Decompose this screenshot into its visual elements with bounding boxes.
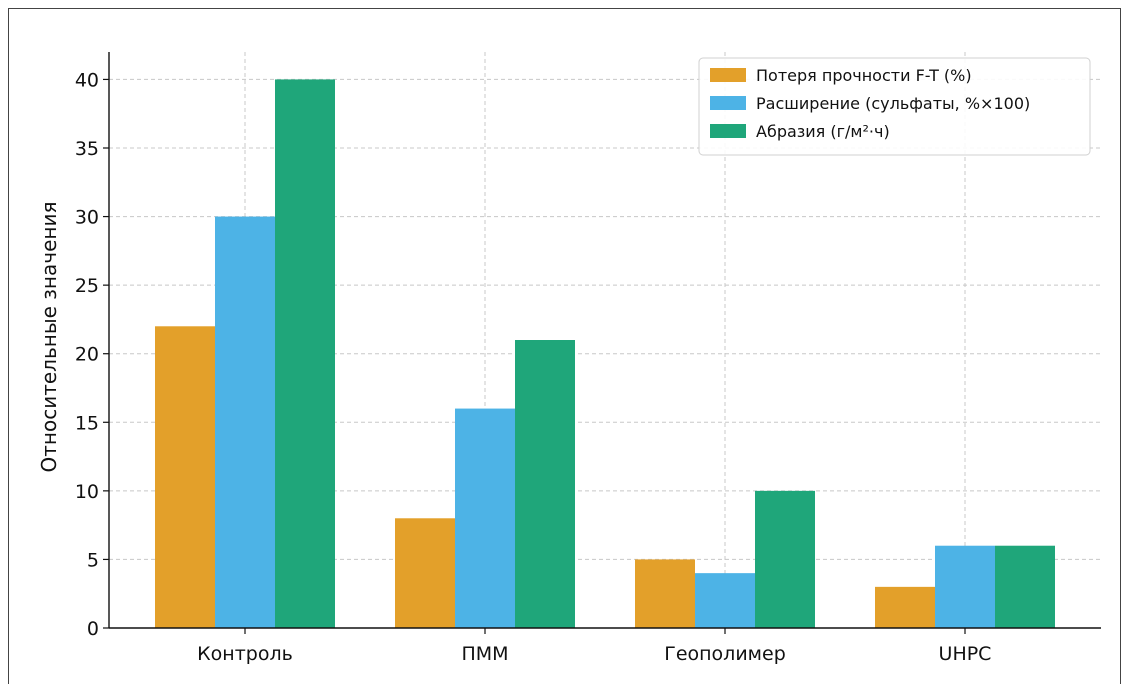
x-tick-label: Геополимер — [664, 643, 786, 665]
legend-swatch — [710, 68, 746, 82]
y-tick-label: 40 — [75, 69, 99, 91]
bar — [755, 490, 815, 628]
figure-frame — [8, 8, 1121, 684]
legend-label: Потеря прочности F-T (%) — [756, 66, 972, 85]
y-tick-label: 30 — [75, 207, 99, 229]
y-tick-label: 10 — [75, 481, 99, 503]
x-tick-label: Контроль — [197, 643, 293, 665]
y-tick-label: 20 — [75, 344, 99, 366]
y-tick-label: 25 — [75, 275, 99, 297]
bar — [695, 573, 755, 628]
bar — [995, 545, 1055, 628]
legend-swatch — [710, 124, 746, 138]
bar — [515, 340, 575, 628]
bar — [155, 326, 215, 628]
y-axis-label: Относительные значения — [37, 202, 61, 473]
bar — [395, 518, 455, 628]
y-tick-label: 5 — [87, 549, 99, 571]
x-tick-label: UHPC — [939, 643, 992, 665]
bar — [455, 408, 515, 628]
y-tick-label: 35 — [75, 138, 99, 160]
bars — [155, 79, 1055, 629]
bar — [635, 559, 695, 628]
legend-label: Расширение (сульфаты, %×100) — [756, 94, 1030, 113]
bar — [935, 545, 995, 628]
legend: Потеря прочности F-T (%) Расширение (суль… — [698, 57, 1091, 156]
bar — [275, 79, 335, 628]
x-tick-label: ПММ — [461, 643, 508, 665]
y-tick-label: 15 — [75, 412, 99, 434]
bar — [215, 216, 275, 629]
y-tick-label: 0 — [87, 618, 99, 640]
axes — [103, 52, 1101, 634]
legend-label: Абразия (г/м²·ч) — [756, 122, 890, 141]
legend-box — [698, 57, 1091, 156]
bar — [875, 586, 935, 628]
legend-swatch — [710, 96, 746, 110]
tick-labels: 0 5 10 15 20 25 30 35 40 Контроль ПММ Геополимер UHP… — [75, 69, 992, 665]
